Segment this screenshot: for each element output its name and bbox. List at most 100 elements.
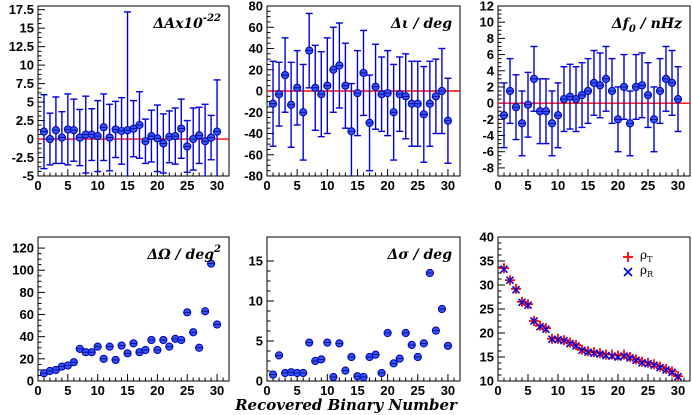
panel-title-main: Δσ / deg (386, 247, 452, 263)
panel-title-tail: / nHz (636, 16, 683, 32)
y-tick-label: 6 (487, 47, 494, 62)
panel-delta-a: 0 5 10 15 20 25 30-5-2.502.557.51012.51517.5ΔA… (9, 2, 230, 193)
rho-r-point-b (631, 356, 641, 365)
rho-r-point-b (643, 359, 653, 368)
y-tick-label: 0 (256, 374, 263, 389)
rho-r-point-b (619, 351, 629, 361)
y-tick-label: -4 (482, 128, 494, 143)
legend-marker-rho-r-b (623, 267, 633, 277)
y-tick-label: 15 (20, 21, 34, 36)
rho-r-point-b (625, 353, 635, 363)
y-tick-label: 10 (20, 58, 34, 73)
x-tick-label: 25 (641, 178, 655, 193)
y-tick-label: -40 (244, 126, 263, 141)
y-tick-label: 8 (487, 31, 494, 46)
x-tick-label: 25 (180, 383, 194, 398)
x-tick-label: 5 (524, 383, 531, 398)
rho-r-point-b (523, 301, 533, 310)
panel-delta-omega: 0 5 10 15 20 25 30 0 20 40 60 80 100 120 ΔΩ / deg2 (12, 236, 230, 398)
y-tick-label: 15 (249, 254, 263, 269)
y-tick-label: 15 (480, 350, 494, 365)
panel-title-main: Δι / deg (390, 16, 452, 32)
x-tick-label: 15 (120, 383, 134, 398)
x-tick-label: 5 (294, 178, 301, 193)
rho-r-point-b (667, 368, 677, 377)
y-tick-label: -2.5 (12, 150, 34, 165)
y-tick-label: 80 (20, 285, 34, 300)
panel-title: ΔAx10-22 (152, 13, 221, 32)
y-tick-label: -60 (244, 147, 263, 162)
panel-title: Δf0 / nHz (611, 16, 683, 35)
x-tick-label: 5 (524, 178, 531, 193)
y-tick-label: -2 (482, 112, 494, 127)
y-tick-label: 4 (487, 63, 495, 78)
x-tick-label: 20 (380, 383, 394, 398)
x-tick-label: 30 (441, 383, 455, 398)
y-tick-label: 60 (249, 20, 263, 35)
panel-title-main: ΔAx10 (152, 16, 203, 32)
y-tick-label: 10 (249, 294, 263, 309)
panel-title-sub: 0 (629, 24, 636, 35)
rho-r-point-b (565, 339, 575, 348)
y-tick-label: -6 (482, 144, 494, 159)
panel-delta-iota: 0 5 10 15 20 25 30 -80 -60 -40 -20 0 20 40 60 80 Δι / de… (244, 0, 461, 193)
panel-delta-sigma: 0 5 10 15 20 25 30 0 5 10 15 Δσ / deg (249, 236, 461, 398)
panel-title-sup: 2 (213, 244, 221, 255)
x-tick-label: 5 (64, 178, 71, 193)
x-tick-label: 25 (180, 178, 194, 193)
x-tick-label: 20 (380, 178, 394, 193)
x-tick-label: 15 (120, 178, 134, 193)
y-tick-label: 12.5 (9, 39, 34, 54)
legend-label-sub: R (647, 270, 654, 279)
y-tick-label: 2.5 (16, 113, 34, 128)
x-tick-label: 25 (411, 178, 425, 193)
rho-r-point-b (595, 350, 605, 359)
y-tick-label: 20 (480, 326, 494, 341)
y-tick-label: 0 (256, 84, 263, 99)
panel-title: Δι / deg (390, 16, 452, 32)
y-tick-label: 40 (249, 41, 263, 56)
y-tick-label: 100 (12, 263, 34, 278)
x-tick-label: 25 (641, 383, 655, 398)
x-tick-label: 0 (263, 178, 270, 193)
rho-r-point-b (517, 298, 527, 307)
y-tick-label: 80 (249, 0, 263, 14)
y-tick-label: 0 (27, 132, 34, 147)
x-tick-label: 15 (350, 178, 364, 193)
y-tick-label: 120 (12, 241, 34, 256)
x-tick-label: 10 (320, 178, 334, 193)
x-tick-label: 0 (494, 383, 501, 398)
rho-r-point-b (661, 365, 671, 375)
x-tick-label: 10 (551, 383, 565, 398)
rho-r-point-b (649, 361, 659, 370)
y-tick-label: 5 (27, 95, 34, 110)
x-tick-label: 20 (150, 383, 164, 398)
x-tick-label: 20 (150, 178, 164, 193)
y-tick-label: -20 (244, 105, 263, 120)
legend-label-main: ρ (640, 248, 647, 262)
x-tick-label: 10 (551, 178, 565, 193)
x-tick-label: 5 (64, 383, 71, 398)
y-tick-label: 30 (480, 278, 494, 293)
y-tick-label: 35 (480, 254, 494, 269)
y-tick-label: 20 (249, 62, 263, 77)
legend-label: ρT (640, 248, 653, 264)
x-tick-label: 0 (34, 383, 41, 398)
rho-r-point-b (499, 265, 509, 274)
y-tick-label: 40 (20, 329, 34, 344)
panel-title-main: Δf (611, 16, 632, 32)
y-tick-label: 20 (20, 351, 34, 366)
plot-frame (497, 236, 691, 382)
panel-title-sup: -22 (203, 13, 221, 24)
y-tick-label: 5 (256, 334, 263, 349)
y-tick-label: 40 (480, 230, 494, 245)
x-tick-label: 30 (441, 178, 455, 193)
y-tick-label: 2 (487, 79, 494, 94)
x-tick-label: 20 (611, 383, 625, 398)
legend-label-sub: T (647, 255, 653, 264)
legend-label: ρR (640, 263, 654, 279)
rho-r-point-b (571, 341, 581, 351)
x-tick-label: 20 (611, 178, 625, 193)
